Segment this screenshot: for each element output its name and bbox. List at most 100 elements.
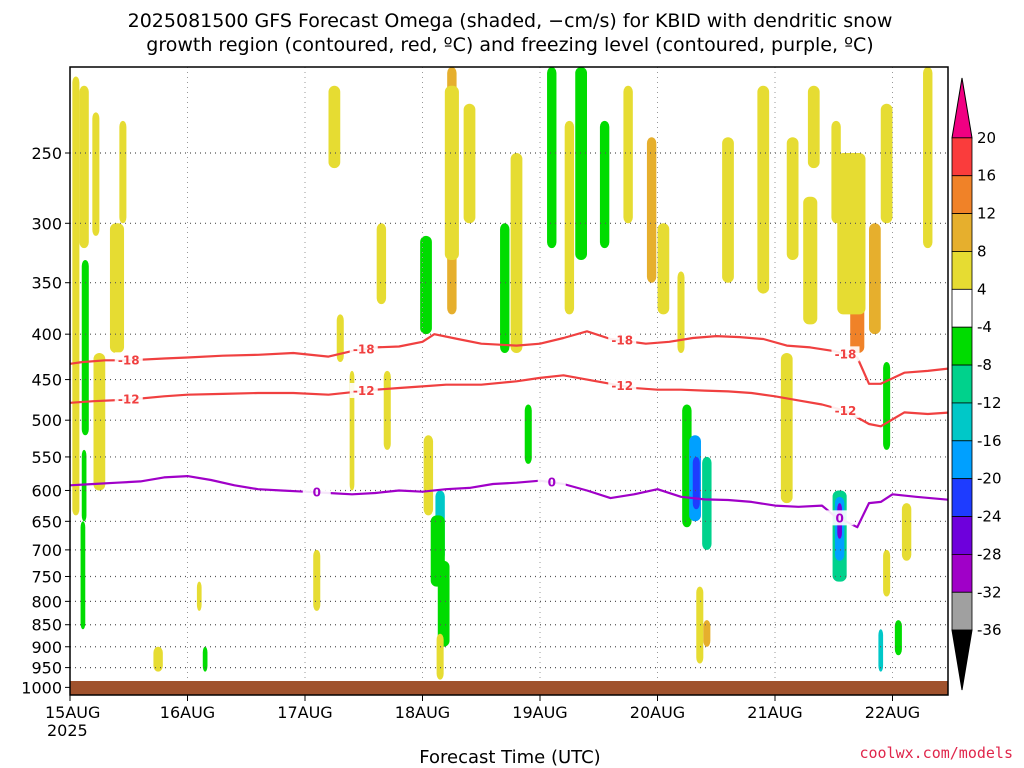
omega-cell xyxy=(883,549,891,597)
colorbar-label: -20 xyxy=(977,470,1002,488)
x-tick-label: 17AUG xyxy=(277,703,332,722)
contour-label: -12 xyxy=(353,384,375,398)
omega-cell xyxy=(547,67,557,249)
y-tick-label: 250 xyxy=(31,144,62,163)
plot-area: -18 -18 -18 -18 -12 -12 -12 -12 0 0 0 xyxy=(69,66,949,696)
omega-cell xyxy=(883,362,891,450)
colorbar-label: -4 xyxy=(977,318,992,336)
year-label: 2025 xyxy=(47,721,88,740)
contour-label: 0 xyxy=(835,511,843,525)
contour-label-bg xyxy=(114,352,143,368)
colorbar-label: 8 xyxy=(977,242,987,260)
omega-cell xyxy=(349,370,355,491)
y-tick-label: 300 xyxy=(31,214,62,233)
omega-cell xyxy=(702,456,712,550)
x-axis-ticks: 15AUG 16AUG 17AUG 18AUG 19AUG 20AUG 21AUG 22AUG xyxy=(45,695,920,722)
colorbar-swatch xyxy=(951,326,973,366)
omega-cell xyxy=(657,223,670,315)
omega-cell xyxy=(80,521,86,630)
y-axis-ticks: 250 300 350 400 450 500 550 600 650 700 750 800 850 9… xyxy=(21,144,70,697)
omega-cell xyxy=(901,503,912,561)
contour-label-bg xyxy=(349,341,378,357)
colorbar-label: -28 xyxy=(977,545,1002,563)
source-credit: coolwx.com/models xyxy=(859,744,1013,762)
omega-cell xyxy=(524,404,532,464)
colorbar-label: -16 xyxy=(977,432,1002,450)
x-tick-label: 15AUG xyxy=(45,703,100,722)
colorbar: 20 16 12 8 4 -4 -8 -12 -16 -20 -24 -28 -32 -36 xyxy=(951,77,1002,691)
omega-cell xyxy=(93,352,106,491)
omega-cell xyxy=(383,370,391,450)
omega-cell xyxy=(376,223,387,305)
contour-label: 0 xyxy=(548,475,556,489)
y-tick-label: 400 xyxy=(31,325,62,344)
colorbar-swatch xyxy=(951,213,973,252)
omega-cell xyxy=(79,85,89,249)
omega-cell xyxy=(196,581,202,611)
contour-label-bg xyxy=(831,402,860,418)
colorbar-label: 20 xyxy=(977,129,996,147)
omega-cell xyxy=(420,235,432,335)
colorbar-label: -32 xyxy=(977,583,1002,601)
omega-cell xyxy=(757,85,770,294)
contour-label-bg xyxy=(831,346,860,362)
colorbar-swatch xyxy=(951,516,973,555)
omega-cell xyxy=(92,112,100,236)
chart-title-line-1: 2025081500 GFS Forecast Omega (shaded, −… xyxy=(128,10,893,32)
omega-cell xyxy=(510,153,523,353)
omega-cell xyxy=(923,67,933,249)
omega-cell xyxy=(444,85,459,261)
colorbar-swatch xyxy=(951,137,973,177)
omega-cell xyxy=(153,646,163,672)
colorbar-label: -8 xyxy=(977,356,992,374)
y-tick-label: 350 xyxy=(31,274,62,293)
omega-cell xyxy=(564,120,575,315)
x-tick-label: 22AUG xyxy=(865,703,920,722)
omega-cell xyxy=(119,120,127,224)
y-tick-label: 500 xyxy=(31,411,62,430)
omega-shading xyxy=(72,67,933,680)
contour-label-bg xyxy=(302,484,331,500)
colorbar-swatch xyxy=(951,440,973,480)
omega-cell xyxy=(599,120,610,249)
y-tick-label: 850 xyxy=(31,616,62,635)
x-axis-label: Forecast Time (UTC) xyxy=(419,747,600,768)
omega-cell xyxy=(869,223,881,335)
chart-title-line-2: growth region (contoured, red, ºC) and f… xyxy=(146,34,873,56)
colorbar-swatch xyxy=(951,402,973,442)
omega-cell xyxy=(500,223,510,353)
contour-label-bg xyxy=(349,382,378,398)
contour-label-bg xyxy=(537,474,566,490)
contour-label: -12 xyxy=(611,379,633,393)
omega-cell xyxy=(463,103,476,224)
contour-label: -18 xyxy=(118,353,140,367)
y-tick-label: 650 xyxy=(31,512,62,531)
colorbar-swatch xyxy=(951,251,973,290)
omega-cell xyxy=(703,620,711,647)
omega-cell xyxy=(328,85,341,169)
y-tick-label: 750 xyxy=(31,567,62,586)
omega-cell xyxy=(807,85,820,169)
colorbar-label: 16 xyxy=(977,167,996,185)
omega-cell xyxy=(109,223,125,353)
x-tick-label: 19AUG xyxy=(512,703,567,722)
omega-cell xyxy=(646,137,657,283)
contour-line xyxy=(70,475,948,529)
omega-cell xyxy=(894,620,902,656)
x-tick-label: 21AUG xyxy=(747,703,802,722)
omega-cell xyxy=(623,85,633,224)
colorbar-label: -12 xyxy=(977,394,1002,412)
y-tick-label: 550 xyxy=(31,448,62,467)
omega-cell xyxy=(786,137,799,261)
contour-label: -12 xyxy=(835,404,857,418)
colorbar-swatch xyxy=(951,591,973,631)
omega-cell xyxy=(336,314,344,363)
x-tick-label: 16AUG xyxy=(160,703,215,722)
y-tick-label: 700 xyxy=(31,541,62,560)
surface-terrain xyxy=(70,681,948,695)
omega-cell xyxy=(436,633,444,680)
omega-cell xyxy=(780,352,793,504)
omega-cell xyxy=(696,586,704,664)
colorbar-swatch xyxy=(951,175,973,215)
